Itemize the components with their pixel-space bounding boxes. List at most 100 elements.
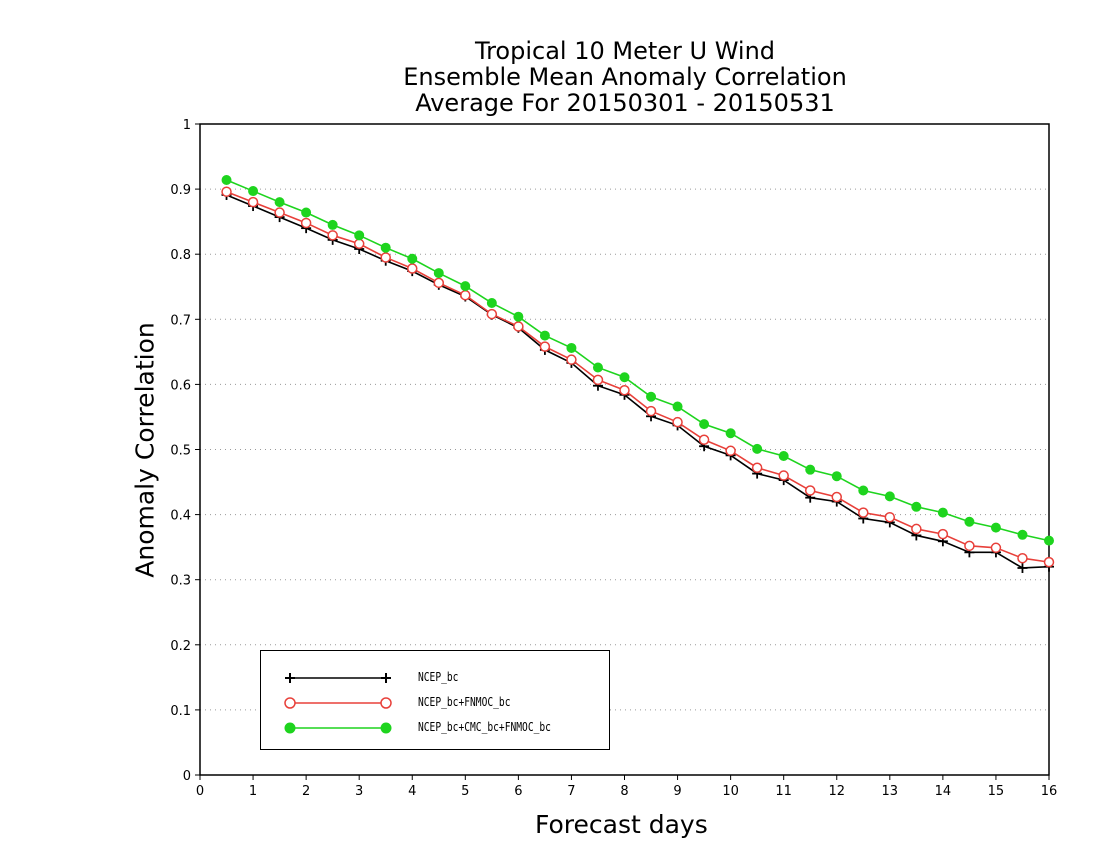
x-tick-label: 6 [514, 784, 522, 799]
legend-label-ncep-bc: NCEP_bc [418, 670, 459, 684]
legend-label-ncep-bc-cmc-fnmoc: NCEP_bc+CMC_bc+FNMOC_bc [418, 720, 551, 734]
data-point-2-29 [990, 522, 1001, 533]
data-point-2-2 [274, 197, 285, 208]
y-tick-label: 0.7 [170, 313, 191, 328]
legend-swatch-ncep-bc [285, 673, 391, 683]
data-point-2-14 [592, 362, 603, 373]
data-point-1-14 [592, 374, 604, 386]
series-line-0 [226, 194, 1050, 569]
data-point-2-0 [221, 174, 232, 185]
y-tick-label: 0.8 [170, 248, 191, 263]
legend-item-ncep-bc: NCEP_bc [261, 668, 609, 688]
legend-label-ncep-bc-fnmoc: NCEP_bc+FNMOC_bc [418, 695, 511, 709]
chart-title-line-1: Tropical 10 Meter U Wind [474, 37, 776, 65]
data-point-2-13 [566, 342, 577, 353]
x-tick-label: 10 [722, 784, 739, 799]
data-point-2-26 [911, 501, 922, 512]
y-tick-label: 0.4 [170, 509, 191, 524]
data-point-1-19 [725, 445, 736, 457]
data-point-1-13 [566, 354, 577, 365]
legend-item-ncep-bc-fnmoc: NCEP_bc+FNMOC_bc [261, 693, 609, 713]
y-tick-label: 0.1 [170, 704, 191, 719]
x-tick-label: 1 [249, 784, 257, 799]
x-tick-label: 5 [461, 784, 469, 799]
x-tick-label: 11 [775, 784, 792, 799]
data-point-1-24 [858, 507, 869, 518]
x-tick-label: 0 [196, 784, 204, 799]
series-line-2 [226, 179, 1050, 542]
data-point-2-23 [831, 471, 842, 482]
x-tick-label: 15 [988, 784, 1005, 799]
data-point-2-25 [884, 491, 895, 502]
series-line-1 [226, 190, 1050, 563]
chart-title-line-3: Average For 20150301 - 20150531 [415, 89, 835, 117]
data-point-2-4 [327, 219, 338, 230]
data-point-1-21 [778, 470, 789, 481]
data-point-1-12 [539, 341, 551, 352]
x-tick-label: 16 [1041, 784, 1058, 799]
data-point-1-7 [407, 263, 418, 274]
y-tick-label: 1 [183, 118, 191, 133]
y-axis-title: Anomaly Correlation [130, 322, 160, 578]
y-tick-label: 0.3 [170, 574, 191, 589]
x-tick-label: 13 [882, 784, 899, 799]
x-tick-label: 14 [935, 784, 952, 799]
data-point-1-0 [221, 186, 232, 197]
data-point-2-31 [1044, 535, 1054, 546]
x-tick-label: 8 [620, 784, 628, 799]
data-point-2-21 [778, 451, 789, 462]
data-point-2-15 [619, 372, 630, 383]
data-point-1-29 [990, 542, 1002, 554]
data-point-2-30 [1017, 529, 1028, 540]
data-point-2-19 [725, 428, 736, 439]
data-point-1-4 [327, 230, 338, 241]
data-point-1-27 [937, 528, 949, 540]
data-point-1-15 [619, 385, 630, 396]
legend-item-ncep-bc-cmc-fnmoc: NCEP_bc+CMC_bc+FNMOC_bc [261, 718, 609, 738]
data-point-2-22 [805, 464, 816, 475]
data-point-1-25 [884, 511, 896, 523]
data-point-1-16 [645, 405, 657, 417]
y-tick-label: 0.2 [170, 639, 191, 654]
data-point-2-12 [539, 330, 550, 341]
data-point-2-1 [248, 186, 259, 197]
data-point-2-28 [964, 516, 975, 527]
data-point-2-27 [937, 507, 948, 518]
data-point-1-18 [698, 434, 710, 445]
data-point-1-23 [831, 491, 842, 503]
data-point-2-9 [460, 281, 471, 292]
data-point-2-20 [752, 443, 763, 454]
legend: NCEP_bc NCEP_bc+FNMOC_bc NCEP_bc+CMC_bc+… [260, 650, 610, 750]
x-tick-label: 2 [302, 784, 310, 799]
x-axis-title: Forecast days [535, 810, 708, 839]
data-point-2-24 [858, 485, 869, 496]
data-point-2-10 [486, 298, 497, 309]
data-point-0-30 [1017, 562, 1028, 573]
data-point-1-11 [513, 321, 524, 332]
x-tick-label: 7 [567, 784, 575, 799]
data-point-2-17 [672, 401, 683, 412]
data-point-1-30 [1017, 552, 1028, 564]
data-point-1-31 [1043, 556, 1055, 568]
data-point-1-22 [804, 485, 816, 496]
x-tick-label: 3 [355, 784, 363, 799]
x-tick-label: 4 [408, 784, 416, 799]
legend-swatch-ncep-bc-cmc-fnmoc [284, 722, 392, 734]
x-tick-label: 12 [828, 784, 845, 799]
y-tick-label: 0.5 [170, 444, 191, 459]
data-point-1-8 [433, 277, 445, 289]
x-tick-label: 9 [673, 784, 681, 799]
data-point-1-6 [380, 252, 391, 263]
data-point-2-7 [407, 253, 418, 264]
data-point-2-16 [646, 391, 657, 402]
legend-swatch-ncep-bc-fnmoc [284, 697, 392, 709]
data-point-2-3 [301, 207, 312, 218]
data-point-2-18 [699, 419, 710, 430]
data-point-1-10 [486, 308, 498, 320]
data-point-1-17 [672, 416, 683, 428]
y-tick-label: 0.9 [170, 183, 191, 198]
chart-title-line-2: Ensemble Mean Anomaly Correlation [403, 63, 847, 91]
data-point-1-3 [300, 217, 312, 229]
y-tick-label: 0.6 [170, 378, 191, 393]
